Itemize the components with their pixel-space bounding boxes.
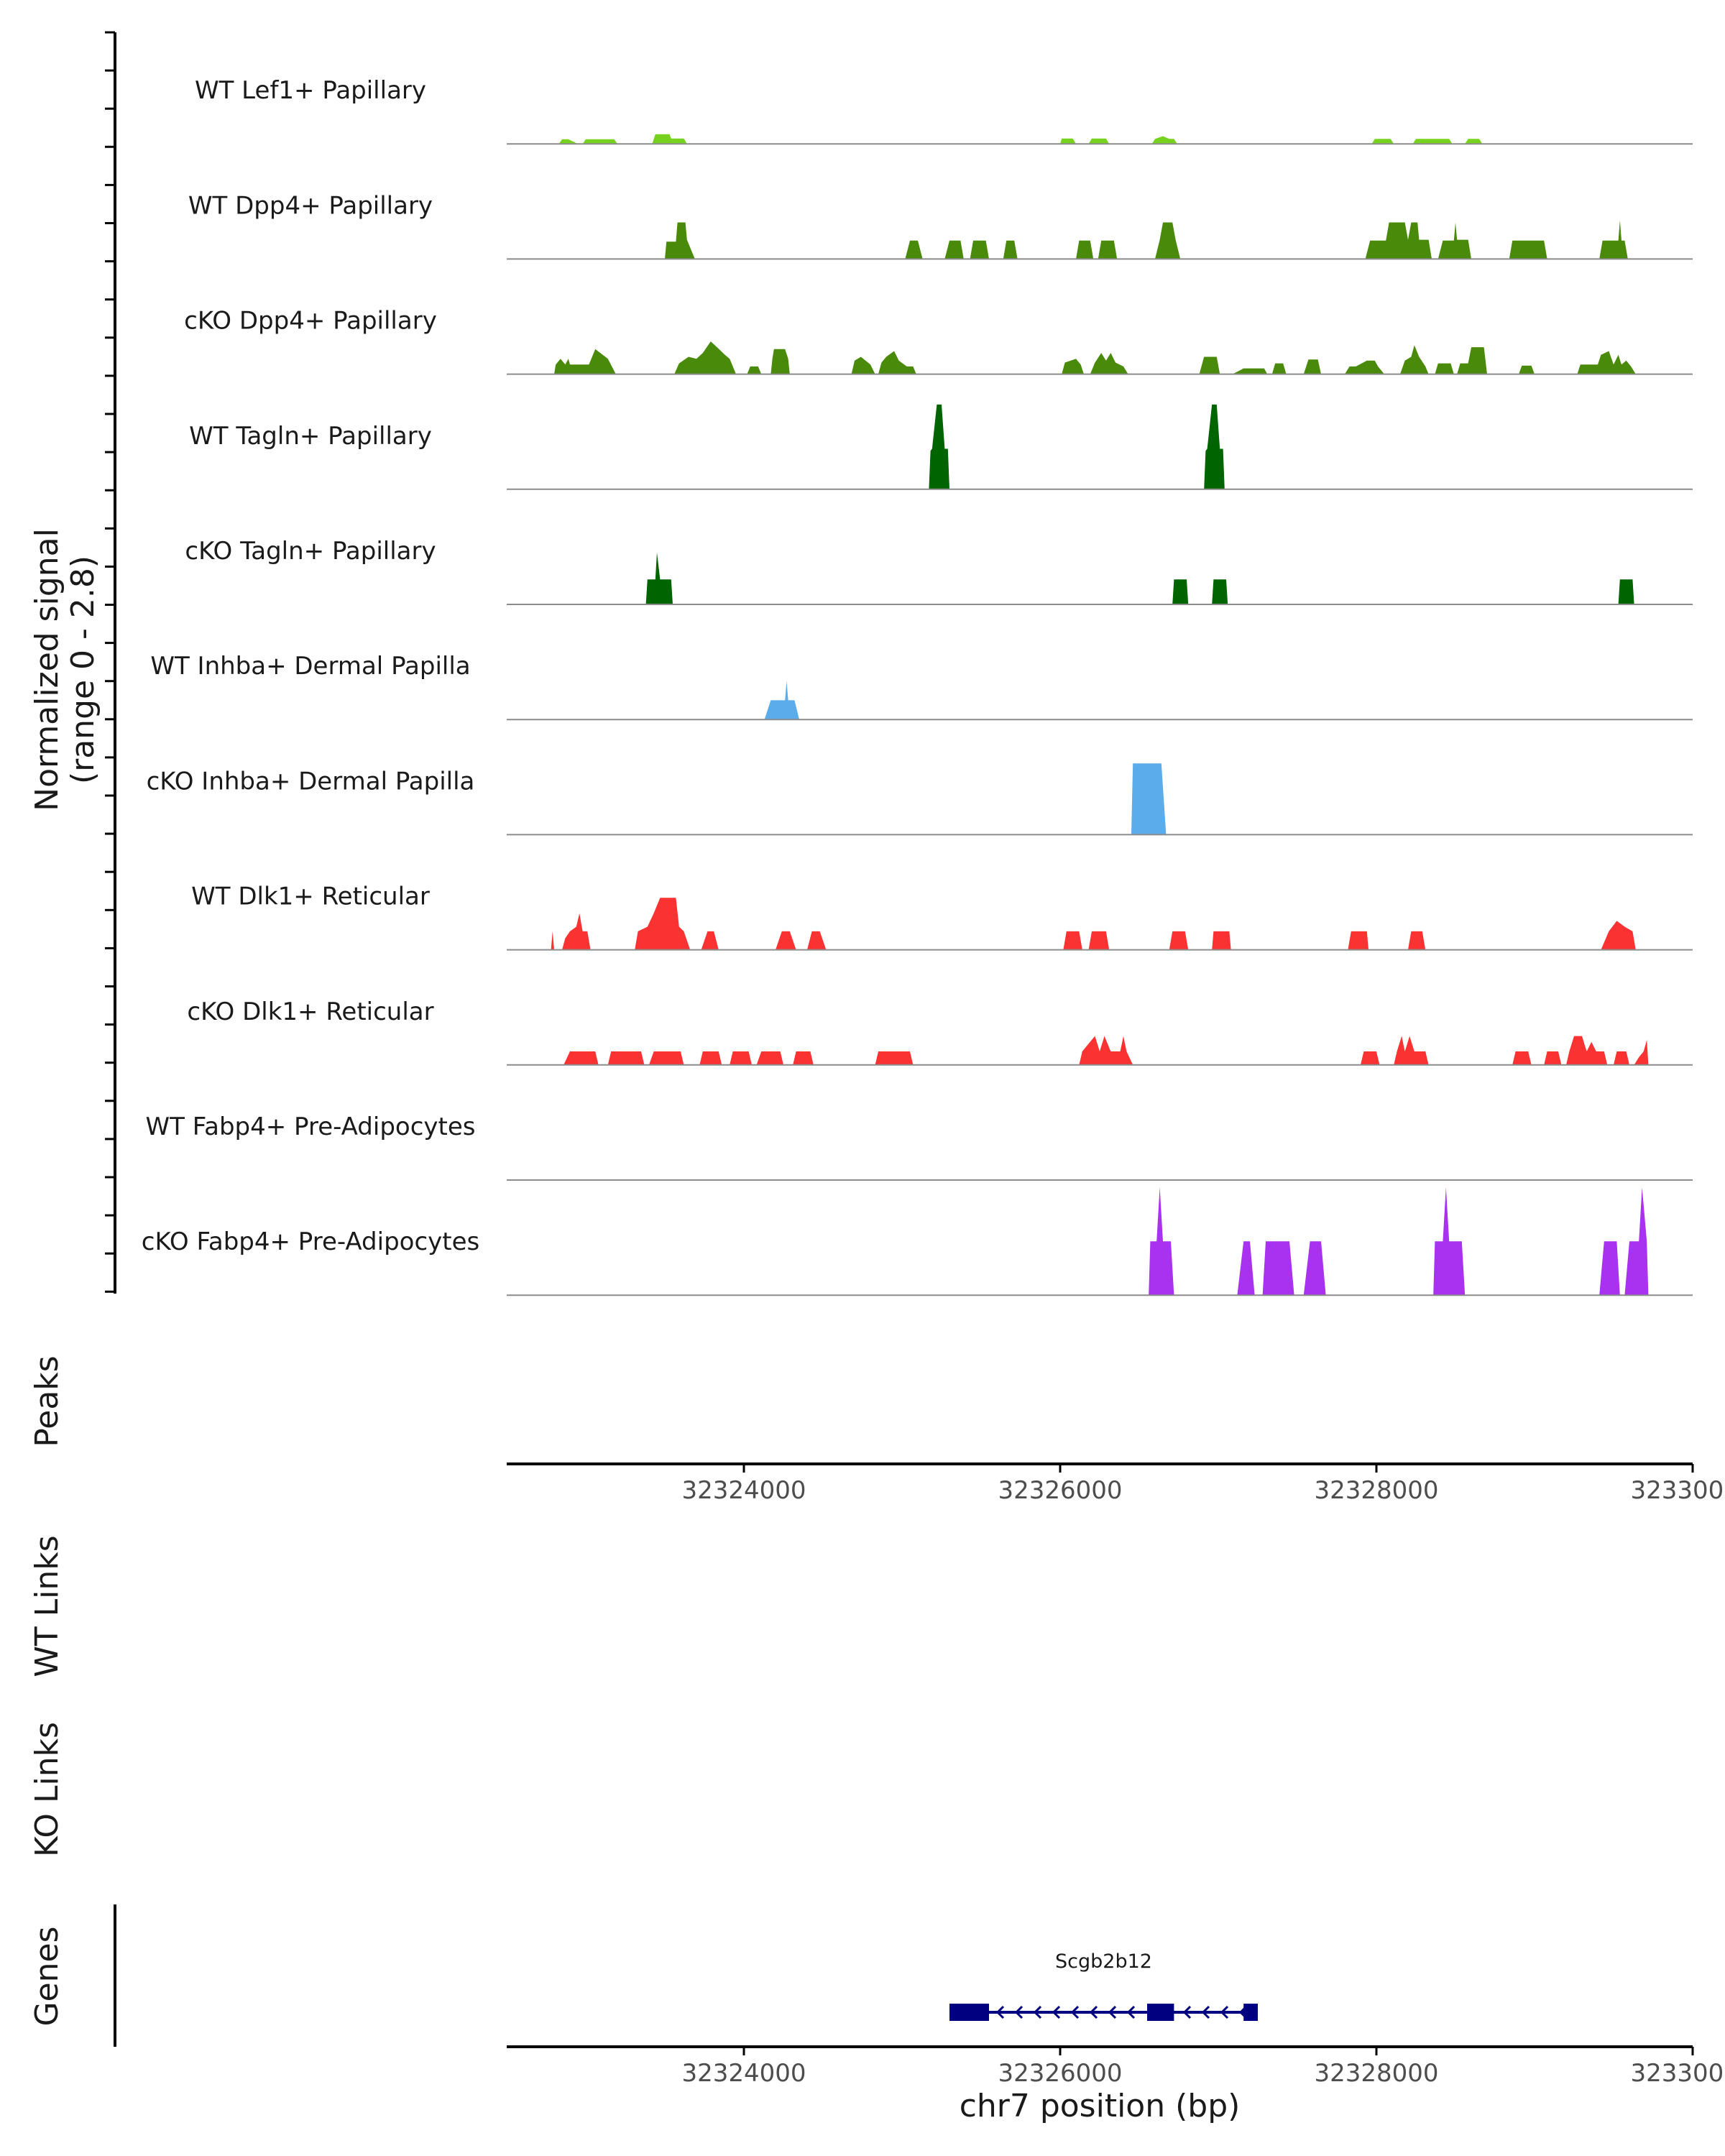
strand-arrow <box>995 2005 1005 2019</box>
track: cKO Fabp4+ Pre-Adipocytes <box>142 1187 1693 1296</box>
x-tick-label: 32330000 <box>1630 1476 1725 1505</box>
track-label: WT Inhba+ Dermal Papilla <box>150 652 470 681</box>
wt-links-label: WT Links <box>29 1535 65 1677</box>
track-label: cKO Inhba+ Dermal Papilla <box>147 767 475 796</box>
track: WT Lef1+ Papillary <box>195 76 1693 145</box>
x-tick-label: 32326000 <box>998 2059 1122 2088</box>
gene-track: Scgb2b12 <box>949 1950 1258 2021</box>
track: WT Dlk1+ Reticular <box>191 883 1693 951</box>
strand-arrow <box>1182 2005 1192 2019</box>
track-label: WT Lef1+ Papillary <box>195 76 426 105</box>
track: cKO Dlk1+ Reticular <box>187 998 1693 1066</box>
signal-area <box>645 552 1634 604</box>
track-label: WT Tagln+ Papillary <box>189 422 432 451</box>
signal-area <box>1131 763 1167 835</box>
x-tick-label: 32324000 <box>681 2059 806 2088</box>
signal-area <box>665 220 1628 259</box>
y-axis-range: (range 0 - 2.8) <box>65 556 101 784</box>
track-label: cKO Dlk1+ Reticular <box>187 998 433 1026</box>
x-tick-label: 32328000 <box>1314 2059 1438 2088</box>
strand-arrow <box>1220 2005 1229 2019</box>
signal-area <box>551 898 1636 950</box>
x-axis-title: chr7 position (bp) <box>960 2088 1241 2124</box>
gene-name: Scgb2b12 <box>1055 1950 1152 1973</box>
genes-label: Genes <box>29 1926 65 2026</box>
x-axis-top: 32324000 32326000 32328000 32330000 <box>681 1464 1725 1505</box>
x-tick-label: 32326000 <box>998 1476 1122 1505</box>
strand-arrow <box>1052 2005 1061 2019</box>
track-label: cKO Tagln+ Papillary <box>185 537 436 566</box>
x-tick-label: 32324000 <box>681 1476 806 1505</box>
peaks-label: Peaks <box>29 1355 65 1447</box>
track: WT Fabp4+ Pre-Adipocytes <box>146 1112 1693 1181</box>
track-label: WT Dpp4+ Papillary <box>188 191 433 220</box>
strand-arrow <box>1070 2005 1080 2019</box>
strand-arrow <box>1014 2005 1024 2019</box>
signal-area <box>929 404 1225 489</box>
track-label: WT Fabp4+ Pre-Adipocytes <box>146 1112 476 1141</box>
strand-arrow <box>1201 2005 1210 2019</box>
strand-arrow <box>1126 2005 1136 2019</box>
strand-arrow <box>1033 2005 1042 2019</box>
track: cKO Inhba+ Dermal Papilla <box>147 763 1693 836</box>
signal-area <box>564 1036 1649 1065</box>
track: cKO Tagln+ Papillary <box>185 537 1693 605</box>
signal-area <box>554 341 1636 374</box>
track-label: cKO Dpp4+ Papillary <box>184 307 437 336</box>
x-tick-label: 32330000 <box>1630 2059 1725 2088</box>
signal-area <box>764 681 799 720</box>
ko-links-label: KO Links <box>29 1722 65 1857</box>
x-axis-bottom: 32324000 32326000 32328000 32330000 <box>681 2047 1725 2088</box>
y-axis-title: Normalized signal <box>29 528 65 811</box>
strand-arrow <box>1089 2005 1098 2019</box>
signal-area <box>1149 1187 1649 1296</box>
strand-arrow <box>1108 2005 1117 2019</box>
y-axis-ticks <box>105 31 115 1293</box>
gene-exon <box>1243 2004 1258 2021</box>
track: WT Inhba+ Dermal Papilla <box>150 652 1693 721</box>
track: WT Tagln+ Papillary <box>189 404 1693 490</box>
track-label: WT Dlk1+ Reticular <box>191 883 430 911</box>
signal-area <box>558 134 1483 144</box>
track: WT Dpp4+ Papillary <box>188 191 1693 260</box>
gene-exon <box>1147 2004 1174 2021</box>
track-label: cKO Fabp4+ Pre-Adipocytes <box>142 1227 480 1256</box>
gene-exon <box>949 2004 989 2021</box>
signal-tracks: WT Lef1+ Papillary WT Dpp4+ Papillary cKO … <box>142 76 1693 1296</box>
x-tick-label: 32328000 <box>1314 1476 1438 1505</box>
track: cKO Dpp4+ Papillary <box>184 307 1693 375</box>
